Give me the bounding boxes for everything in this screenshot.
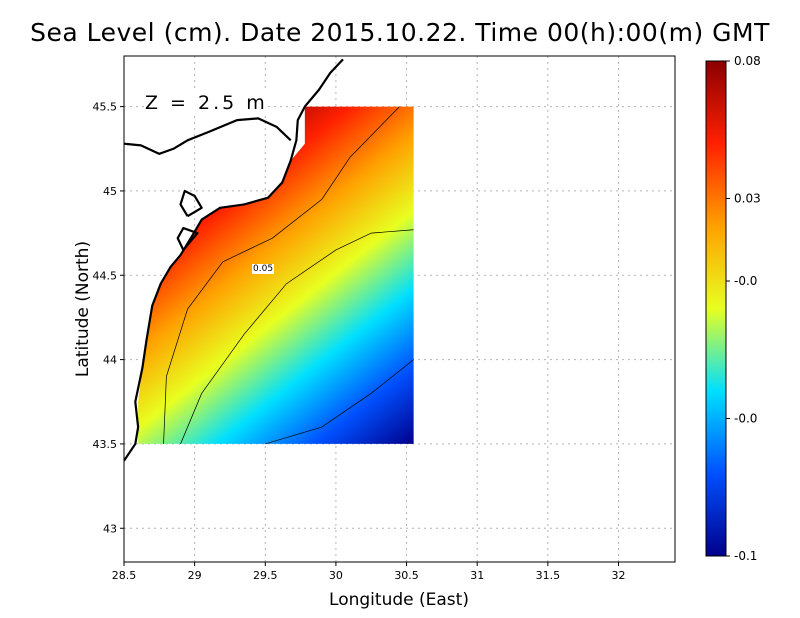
x-tick-label: 32 [611,569,625,582]
colorbar-label: -0.0 [734,274,757,288]
colorbar-label: -0.0 [734,412,757,426]
y-tick-label: 43.5 [93,438,118,451]
sea-level-surface [138,106,414,444]
sea-level-field [138,106,414,445]
colorbar-label: -0.1 [734,549,757,563]
depth-annotation: Z = 2.5 m [145,92,268,114]
coastline-segment [179,189,203,218]
colorbar-label: 0.03 [734,192,761,206]
contour-label: 0.05 [252,264,275,274]
x-tick-label: 30.5 [394,569,419,582]
colorbar-ramp [705,60,727,557]
x-tick-label: 31 [470,569,484,582]
colorbar-label: 0.08 [734,54,761,68]
y-axis-ticks: 43 43.5 44 44.5 45 45.5 [93,101,124,535]
x-tick-label: 31.5 [536,569,561,582]
coastline-segment [124,117,292,155]
y-tick-label: 44.5 [93,269,118,282]
coastline [124,58,344,462]
y-axis-label: Latitude (North) [73,240,93,378]
y-tick-label: 45.5 [93,101,118,114]
coastline-segment [124,58,344,462]
plot-frame [123,55,676,563]
chart-title: Sea Level (cm). Date 2015.10.22. Time 00… [30,18,770,47]
x-axis-ticks: 28.5 29 29.5 30 30.5 31 31.5 32 [112,562,625,582]
x-tick-label: 28.5 [112,569,137,582]
x-tick-label: 29.5 [253,569,278,582]
y-tick-label: 43 [103,522,117,535]
y-tick-label: 45 [103,185,117,198]
contour-line [180,229,414,445]
colorbar: 0.08 0.03 -0.0 -0.0 -0.1 [705,54,761,563]
contour-line [265,359,414,445]
x-axis-label: Longitude (East) [329,590,469,610]
contour-line [163,106,400,444]
y-tick-label: 44 [103,354,117,367]
x-tick-label: 30 [329,569,343,582]
x-tick-label: 29 [188,569,202,582]
coastline-segment [176,226,199,251]
